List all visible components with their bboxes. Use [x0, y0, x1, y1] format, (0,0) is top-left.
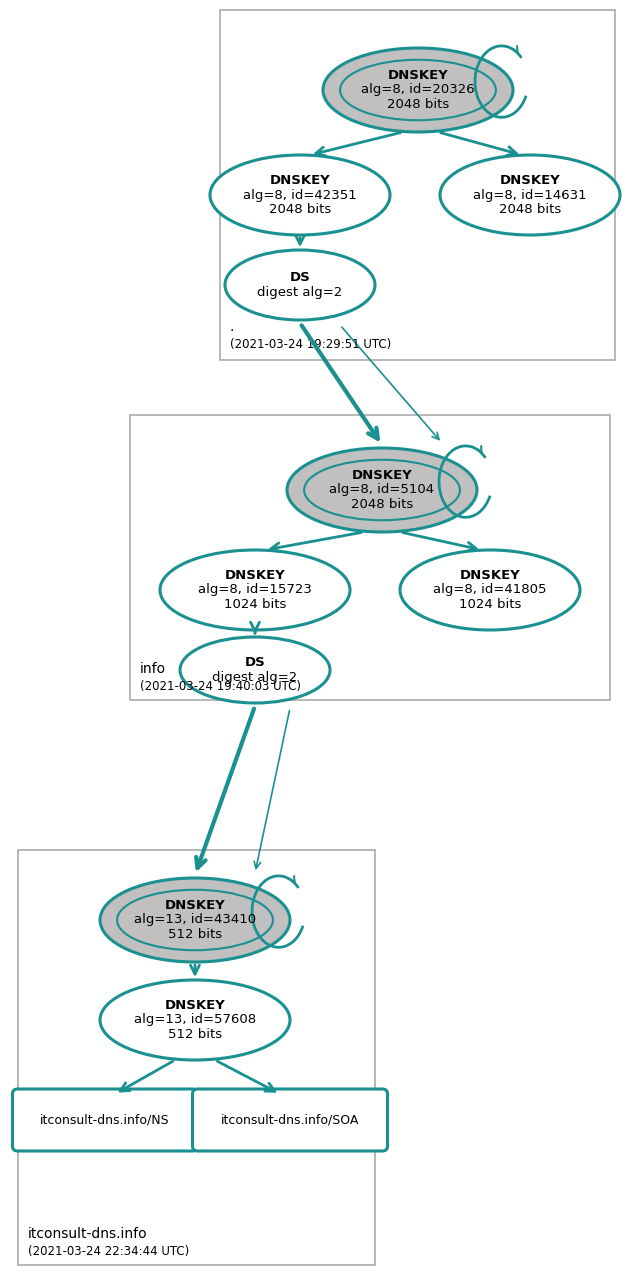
- Text: digest alg=2: digest alg=2: [213, 671, 298, 684]
- Ellipse shape: [340, 60, 496, 120]
- Text: (2021-03-24 19:40:03 UTC): (2021-03-24 19:40:03 UTC): [140, 680, 301, 693]
- Text: DS: DS: [245, 657, 265, 670]
- Text: alg=8, id=41805: alg=8, id=41805: [433, 584, 547, 597]
- Text: itconsult-dns.info/NS: itconsult-dns.info/NS: [40, 1113, 170, 1126]
- Text: 2048 bits: 2048 bits: [387, 97, 449, 111]
- Text: 1024 bits: 1024 bits: [459, 598, 521, 611]
- Ellipse shape: [100, 980, 290, 1059]
- Text: info: info: [140, 662, 166, 676]
- Bar: [220, 10, 615, 360]
- Text: DS: DS: [290, 271, 310, 285]
- Ellipse shape: [225, 250, 375, 320]
- Text: itconsult-dns.info: itconsult-dns.info: [28, 1227, 147, 1241]
- Bar: [130, 415, 610, 700]
- Ellipse shape: [100, 878, 290, 962]
- Text: DNSKEY: DNSKEY: [165, 900, 225, 912]
- Text: digest alg=2: digest alg=2: [258, 285, 343, 299]
- Ellipse shape: [323, 49, 513, 132]
- Text: DNSKEY: DNSKEY: [352, 469, 412, 482]
- Ellipse shape: [287, 449, 477, 532]
- Ellipse shape: [180, 636, 330, 703]
- Text: DNSKEY: DNSKEY: [388, 69, 448, 82]
- Text: alg=8, id=5104: alg=8, id=5104: [330, 483, 435, 496]
- Text: alg=8, id=14631: alg=8, id=14631: [473, 188, 587, 202]
- Ellipse shape: [304, 460, 460, 520]
- Text: (2021-03-24 19:29:51 UTC): (2021-03-24 19:29:51 UTC): [230, 337, 392, 351]
- Text: alg=8, id=15723: alg=8, id=15723: [198, 584, 312, 597]
- Text: DNSKEY: DNSKEY: [460, 569, 520, 583]
- Text: alg=13, id=57608: alg=13, id=57608: [134, 1013, 256, 1026]
- Text: 512 bits: 512 bits: [168, 928, 222, 941]
- Ellipse shape: [117, 889, 273, 951]
- Text: DNSKEY: DNSKEY: [225, 569, 285, 583]
- Text: 1024 bits: 1024 bits: [224, 598, 286, 611]
- Bar: [18, 850, 375, 1265]
- Ellipse shape: [440, 155, 620, 235]
- Ellipse shape: [160, 550, 350, 630]
- Text: DNSKEY: DNSKEY: [165, 999, 225, 1012]
- Text: 2048 bits: 2048 bits: [269, 203, 331, 216]
- Text: (2021-03-24 22:34:44 UTC): (2021-03-24 22:34:44 UTC): [28, 1245, 189, 1258]
- Text: alg=8, id=42351: alg=8, id=42351: [243, 188, 357, 202]
- Text: DNSKEY: DNSKEY: [500, 174, 560, 188]
- FancyBboxPatch shape: [193, 1089, 388, 1151]
- Text: DNSKEY: DNSKEY: [270, 174, 330, 188]
- Ellipse shape: [210, 155, 390, 235]
- Ellipse shape: [400, 550, 580, 630]
- Text: 2048 bits: 2048 bits: [351, 497, 413, 511]
- Text: .: .: [230, 320, 234, 334]
- Text: 2048 bits: 2048 bits: [499, 203, 561, 216]
- Text: alg=13, id=43410: alg=13, id=43410: [134, 914, 256, 927]
- Text: alg=8, id=20326: alg=8, id=20326: [361, 83, 475, 97]
- Text: 512 bits: 512 bits: [168, 1028, 222, 1040]
- FancyBboxPatch shape: [12, 1089, 198, 1151]
- Text: itconsult-dns.info/SOA: itconsult-dns.info/SOA: [221, 1113, 359, 1126]
